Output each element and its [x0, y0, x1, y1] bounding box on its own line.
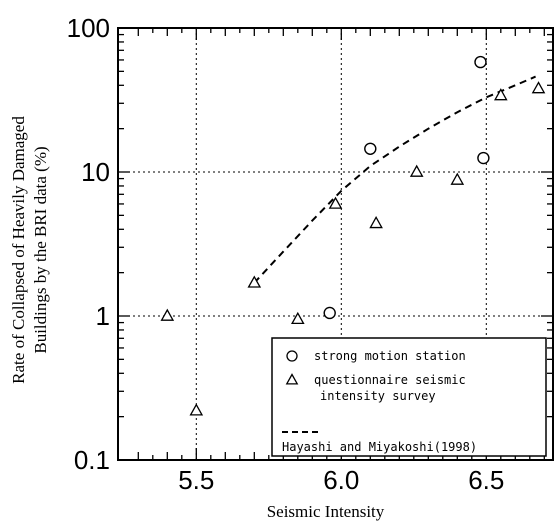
triangle-marker [493, 88, 508, 101]
y-axis-title-line-2: Buildings by the BRI data (%) [31, 146, 50, 353]
fit-curve [253, 75, 536, 284]
x-tick-label: 6.0 [323, 465, 359, 495]
x-tick-label: 5.5 [178, 465, 214, 495]
triangle-marker [189, 403, 204, 416]
x-axis-title: Seismic Intensity [267, 502, 385, 521]
circle-marker [364, 142, 377, 155]
legend: strong motion station questionnaire seis… [271, 337, 547, 457]
legend-label-hayashi: Hayashi and Miyakoshi(1998) [282, 440, 477, 454]
legend-label-strong-motion: strong motion station [314, 349, 466, 363]
data-markers [160, 55, 546, 416]
y-tick-label: 10 [81, 157, 110, 187]
y-tick-label: 100 [67, 13, 110, 43]
tick-labels: 5.5 6.0 6.5 0.1 1 10 100 [67, 13, 505, 495]
legend-triangle-marker [285, 373, 299, 385]
y-axis-title-line-1: Rate of Collapsed of Heavily Damaged [9, 116, 28, 384]
triangle-marker [328, 196, 343, 209]
triangle-marker [160, 308, 175, 321]
triangle-marker [247, 275, 262, 288]
legend-label-questionnaire-line-2: intensity survey [320, 389, 436, 403]
legend-box [271, 337, 547, 457]
y-tick-label: 0.1 [74, 445, 110, 475]
triangle-marker [369, 216, 383, 229]
y-tick-label: 1 [96, 301, 110, 331]
triangle-marker [531, 81, 546, 94]
triangle-marker [450, 172, 465, 185]
x-tick-label: 6.5 [468, 465, 504, 495]
legend-circle-marker [286, 350, 298, 362]
plot-frame [117, 27, 554, 461]
circle-marker [323, 306, 336, 320]
triangle-marker [409, 164, 424, 177]
fit-curve-line [253, 75, 536, 284]
circle-marker [474, 55, 487, 69]
legend-label-questionnaire-line-1: questionnaire seismic [314, 373, 466, 387]
circle-marker [477, 151, 490, 165]
triangle-marker [290, 311, 305, 325]
